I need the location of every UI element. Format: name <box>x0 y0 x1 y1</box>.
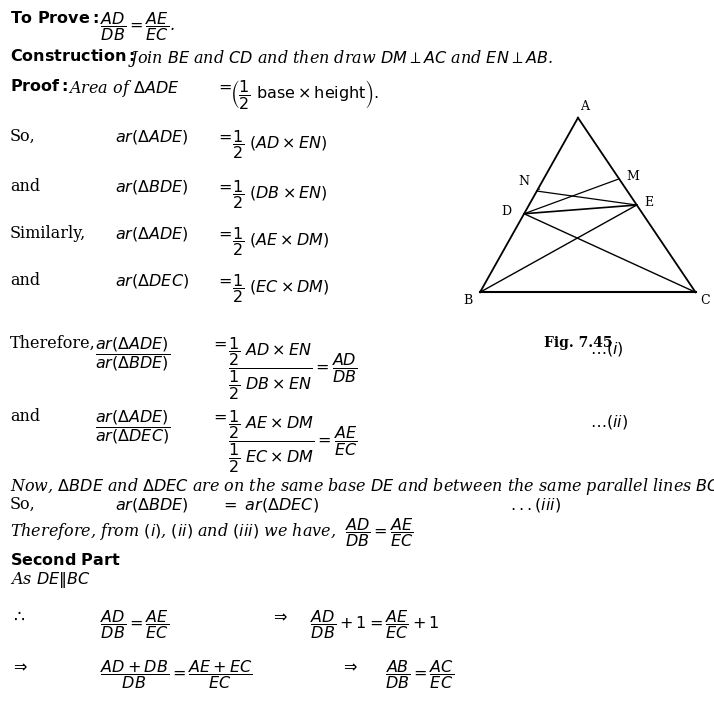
Text: $=$: $=$ <box>210 335 227 352</box>
Text: B: B <box>463 294 473 308</box>
Text: $\dfrac{\dfrac{1}{2}\ AD \times EN}{\dfrac{1}{2}\ DB \times EN}=\dfrac{AD}{DB}$: $\dfrac{\dfrac{1}{2}\ AD \times EN}{\dfr… <box>228 335 357 402</box>
Text: $=$: $=$ <box>215 128 232 145</box>
Text: $\mathbf{Construction:}$: $\mathbf{Construction:}$ <box>10 48 136 65</box>
Text: and: and <box>10 178 40 195</box>
Text: $=$: $=$ <box>215 225 232 242</box>
Text: $\Rightarrow$: $\Rightarrow$ <box>340 658 358 675</box>
Text: Similarly,: Similarly, <box>10 225 86 242</box>
Text: E: E <box>644 196 653 209</box>
Text: $=$: $=$ <box>215 272 232 289</box>
Text: and: and <box>10 272 40 289</box>
Text: $=$: $=$ <box>215 178 232 195</box>
Text: $\dfrac{AD}{DB}+1=\dfrac{AE}{EC}+1$: $\dfrac{AD}{DB}+1=\dfrac{AE}{EC}+1$ <box>310 608 439 641</box>
Text: $\dfrac{1}{2}\ (DB \times EN)$: $\dfrac{1}{2}\ (DB \times EN)$ <box>232 178 328 211</box>
Text: Join $BE$ and $CD$ and then draw $DM \perp AC$ and $EN \perp AB$.: Join $BE$ and $CD$ and then draw $DM \pe… <box>128 48 553 69</box>
Text: Area of $\Delta ADE$: Area of $\Delta ADE$ <box>68 78 179 99</box>
Text: $ar(\Delta ADE)$: $ar(\Delta ADE)$ <box>115 128 188 146</box>
Text: $ar(\Delta BDE)$: $ar(\Delta BDE)$ <box>115 496 189 514</box>
Text: $\therefore$: $\therefore$ <box>10 608 26 625</box>
Text: $\mathbf{To\ Prove:}$: $\mathbf{To\ Prove:}$ <box>10 10 99 27</box>
Text: $=$: $=$ <box>210 408 227 425</box>
Text: C: C <box>700 294 710 308</box>
Text: and: and <box>10 408 40 425</box>
Text: $ar(\Delta ADE)$: $ar(\Delta ADE)$ <box>115 225 188 243</box>
Text: Therefore, from $(i)$, $(ii)$ and $(iii)$ we have,  $\dfrac{AD}{DB}=\dfrac{AE}{E: Therefore, from $(i)$, $(ii)$ and $(iii)… <box>10 516 413 549</box>
Text: $\dfrac{ar(\Delta ADE)}{ar(\Delta BDE)}$: $\dfrac{ar(\Delta ADE)}{ar(\Delta BDE)}$ <box>95 335 170 373</box>
Text: $...(iii)$: $...(iii)$ <box>510 496 561 514</box>
Text: $ar(\Delta BDE)$: $ar(\Delta BDE)$ <box>115 178 189 196</box>
Text: $\dfrac{\dfrac{1}{2}\ AE \times DM}{\dfrac{1}{2}\ EC \times DM}=\dfrac{AE}{EC}$: $\dfrac{\dfrac{1}{2}\ AE \times DM}{\dfr… <box>228 408 357 475</box>
Text: M: M <box>626 170 639 183</box>
Text: So,: So, <box>10 128 36 145</box>
Text: N: N <box>518 174 530 188</box>
Text: $=$: $=$ <box>215 78 232 95</box>
Text: Therefore,: Therefore, <box>10 335 96 352</box>
Text: $\dfrac{AD+DB}{DB}=\dfrac{AE+EC}{EC}$: $\dfrac{AD+DB}{DB}=\dfrac{AE+EC}{EC}$ <box>100 658 253 691</box>
Text: $\dfrac{ar(\Delta ADE)}{ar(\Delta DEC)}$: $\dfrac{ar(\Delta ADE)}{ar(\Delta DEC)}$ <box>95 408 171 446</box>
Text: So,: So, <box>10 496 36 513</box>
Text: $\Rightarrow$: $\Rightarrow$ <box>270 608 288 625</box>
Text: $ar(\Delta DEC)$: $ar(\Delta DEC)$ <box>115 272 189 290</box>
Text: $=\ ar(\Delta DEC)$: $=\ ar(\Delta DEC)$ <box>220 496 319 514</box>
Text: $\left(\dfrac{1}{2}\ \mathrm{base} \times \mathrm{height}\right).$: $\left(\dfrac{1}{2}\ \mathrm{base} \time… <box>230 78 379 111</box>
Text: A: A <box>580 100 590 113</box>
Text: D: D <box>502 205 512 218</box>
Text: $\Rightarrow$: $\Rightarrow$ <box>10 658 28 675</box>
Text: $\dfrac{AD}{DB}=\dfrac{AE}{EC}$: $\dfrac{AD}{DB}=\dfrac{AE}{EC}$ <box>100 608 169 641</box>
Text: $\dfrac{AB}{DB}=\dfrac{AC}{EC}$: $\dfrac{AB}{DB}=\dfrac{AC}{EC}$ <box>385 658 454 691</box>
Text: $\mathbf{Second\ Part}$: $\mathbf{Second\ Part}$ <box>10 552 121 569</box>
Text: $\dfrac{1}{2}\ (AE \times DM)$: $\dfrac{1}{2}\ (AE \times DM)$ <box>232 225 329 258</box>
Text: $\ldots(ii)$: $\ldots(ii)$ <box>590 413 628 431</box>
Text: $\dfrac{1}{2}\ (AD \times EN)$: $\dfrac{1}{2}\ (AD \times EN)$ <box>232 128 328 161</box>
Text: $\ldots(i)$: $\ldots(i)$ <box>590 340 623 358</box>
Text: As $DE\|BC$: As $DE\|BC$ <box>10 570 91 590</box>
Text: Now, $\Delta BDE$ and $\Delta DEC$ are on the same base $DE$ and between the sam: Now, $\Delta BDE$ and $\Delta DEC$ are o… <box>10 476 714 497</box>
Text: $\mathbf{Proof:}$: $\mathbf{Proof:}$ <box>10 78 69 95</box>
Text: $\dfrac{AD}{DB}=\dfrac{AE}{EC}$.: $\dfrac{AD}{DB}=\dfrac{AE}{EC}$. <box>100 10 175 43</box>
Text: Fig. 7.45: Fig. 7.45 <box>544 336 612 350</box>
Text: $\dfrac{1}{2}\ (EC \times DM)$: $\dfrac{1}{2}\ (EC \times DM)$ <box>232 272 330 305</box>
